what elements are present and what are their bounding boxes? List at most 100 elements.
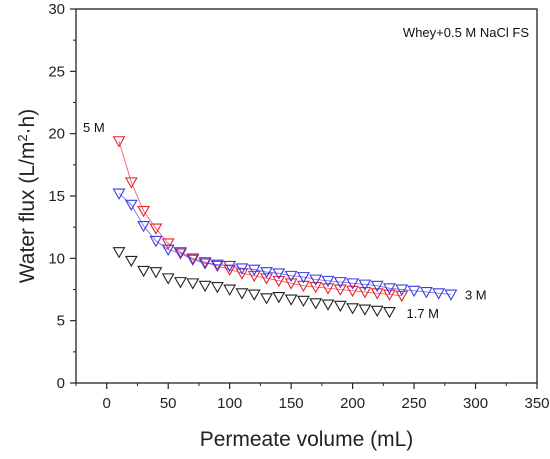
- data-point: [272, 268, 286, 280]
- data-point: [161, 238, 175, 250]
- y-tick-label: 25: [48, 63, 65, 80]
- data-point: [419, 287, 433, 299]
- x-tick-label: 100: [217, 395, 242, 412]
- data-point: [174, 277, 187, 289]
- y-tick-label: 30: [48, 1, 65, 18]
- data-point: [137, 220, 151, 233]
- chart-annotation: Whey+0.5 M NaCl FS: [403, 25, 529, 40]
- x-tick-label: 200: [340, 395, 365, 412]
- data-point: [198, 258, 212, 270]
- y-tick-label: 15: [48, 188, 65, 205]
- data-point: [112, 247, 126, 259]
- data-point: [358, 287, 372, 299]
- series-label: 5 M: [83, 120, 105, 135]
- data-point: [260, 273, 273, 285]
- data-point: [358, 304, 372, 316]
- data-point: [333, 284, 347, 296]
- data-point: [383, 306, 396, 319]
- data-point: [198, 280, 212, 293]
- x-tick-label: 50: [160, 395, 177, 412]
- data-point: [296, 272, 310, 284]
- data-point: [124, 255, 138, 268]
- x-tick-label: 350: [524, 395, 549, 412]
- data-point: [346, 303, 360, 315]
- data-point: [383, 283, 396, 295]
- data-point: [284, 278, 298, 290]
- data-point: [321, 283, 335, 295]
- y-tick-label: 5: [57, 313, 65, 330]
- data-point: [284, 270, 298, 283]
- series-1.7-m: 1.7 M: [112, 247, 439, 321]
- data-point: [272, 275, 286, 288]
- data-point: [186, 254, 200, 266]
- data-point: [247, 264, 261, 276]
- data-point: [333, 300, 347, 313]
- x-tick-label: 150: [279, 395, 304, 412]
- data-point: [235, 288, 249, 300]
- data-point: [395, 284, 409, 296]
- x-tick-label: 0: [103, 395, 111, 412]
- data-point: [321, 275, 335, 288]
- data-point: [260, 293, 273, 305]
- data-point: [333, 277, 347, 289]
- series-label: 1.7 M: [406, 306, 439, 321]
- y-axis-title-tail: ·h): [16, 109, 39, 135]
- data-point: [149, 223, 163, 235]
- data-point: [346, 278, 360, 290]
- x-tick-label: 300: [463, 395, 488, 412]
- data-point: [358, 279, 372, 291]
- data-point: [296, 295, 310, 308]
- data-point: [321, 299, 335, 311]
- data-point: [174, 248, 187, 260]
- data-point: [272, 292, 286, 304]
- data-point: [260, 267, 273, 279]
- data-point: [247, 270, 261, 283]
- series-group: 5 M 3 M 1.7 M: [83, 120, 487, 321]
- data-point: [444, 289, 458, 301]
- data-point: [370, 280, 384, 293]
- data-point: [161, 273, 175, 285]
- data-point: [247, 289, 261, 301]
- data-point: [210, 260, 224, 273]
- data-point: [112, 188, 126, 200]
- data-point: [235, 268, 249, 280]
- data-point: [210, 259, 224, 271]
- data-point: [346, 285, 360, 298]
- data-point: [309, 298, 323, 310]
- series-5-m: 5 M: [83, 120, 409, 303]
- data-point: [223, 264, 237, 276]
- data-point: [161, 244, 175, 256]
- data-point: [137, 265, 151, 278]
- ticks-group: 0 50 100 150 200 250 300 350 0 5 10 15 20 25 30: [48, 1, 549, 412]
- data-point: [383, 289, 396, 301]
- series-3-m: 3 M: [112, 188, 487, 302]
- series-line: [118, 193, 451, 295]
- data-point: [223, 284, 237, 296]
- labels-group: Whey+0.5 M NaCl FS Permeate volume (mL) …: [15, 25, 529, 451]
- data-point: [149, 267, 163, 279]
- y-tick-label: 0: [57, 375, 65, 392]
- data-point: [407, 285, 421, 298]
- y-axis-title-main: Water flux (L/m: [16, 142, 39, 284]
- data-point: [186, 278, 200, 290]
- y-tick-label: 10: [48, 250, 65, 267]
- y-tick-label: 20: [48, 126, 65, 143]
- data-point: [210, 282, 224, 294]
- axes-group: [75, 8, 538, 384]
- x-axis-title: Permeate volume (mL): [200, 428, 414, 451]
- data-point: [284, 294, 298, 306]
- data-point: [112, 136, 126, 148]
- data-point: [309, 274, 323, 286]
- data-point: [395, 290, 409, 303]
- data-point: [137, 206, 151, 218]
- data-point: [370, 305, 384, 318]
- series-label: 3 M: [465, 287, 487, 302]
- plot-frame: [75, 8, 538, 384]
- y-axis-title: Water flux (L/m2·h): [15, 109, 39, 283]
- y-axis-title-superscript: 2: [15, 134, 30, 141]
- data-point: [223, 260, 237, 273]
- data-point: [124, 177, 138, 189]
- data-point: [370, 288, 384, 300]
- data-point: [235, 263, 249, 275]
